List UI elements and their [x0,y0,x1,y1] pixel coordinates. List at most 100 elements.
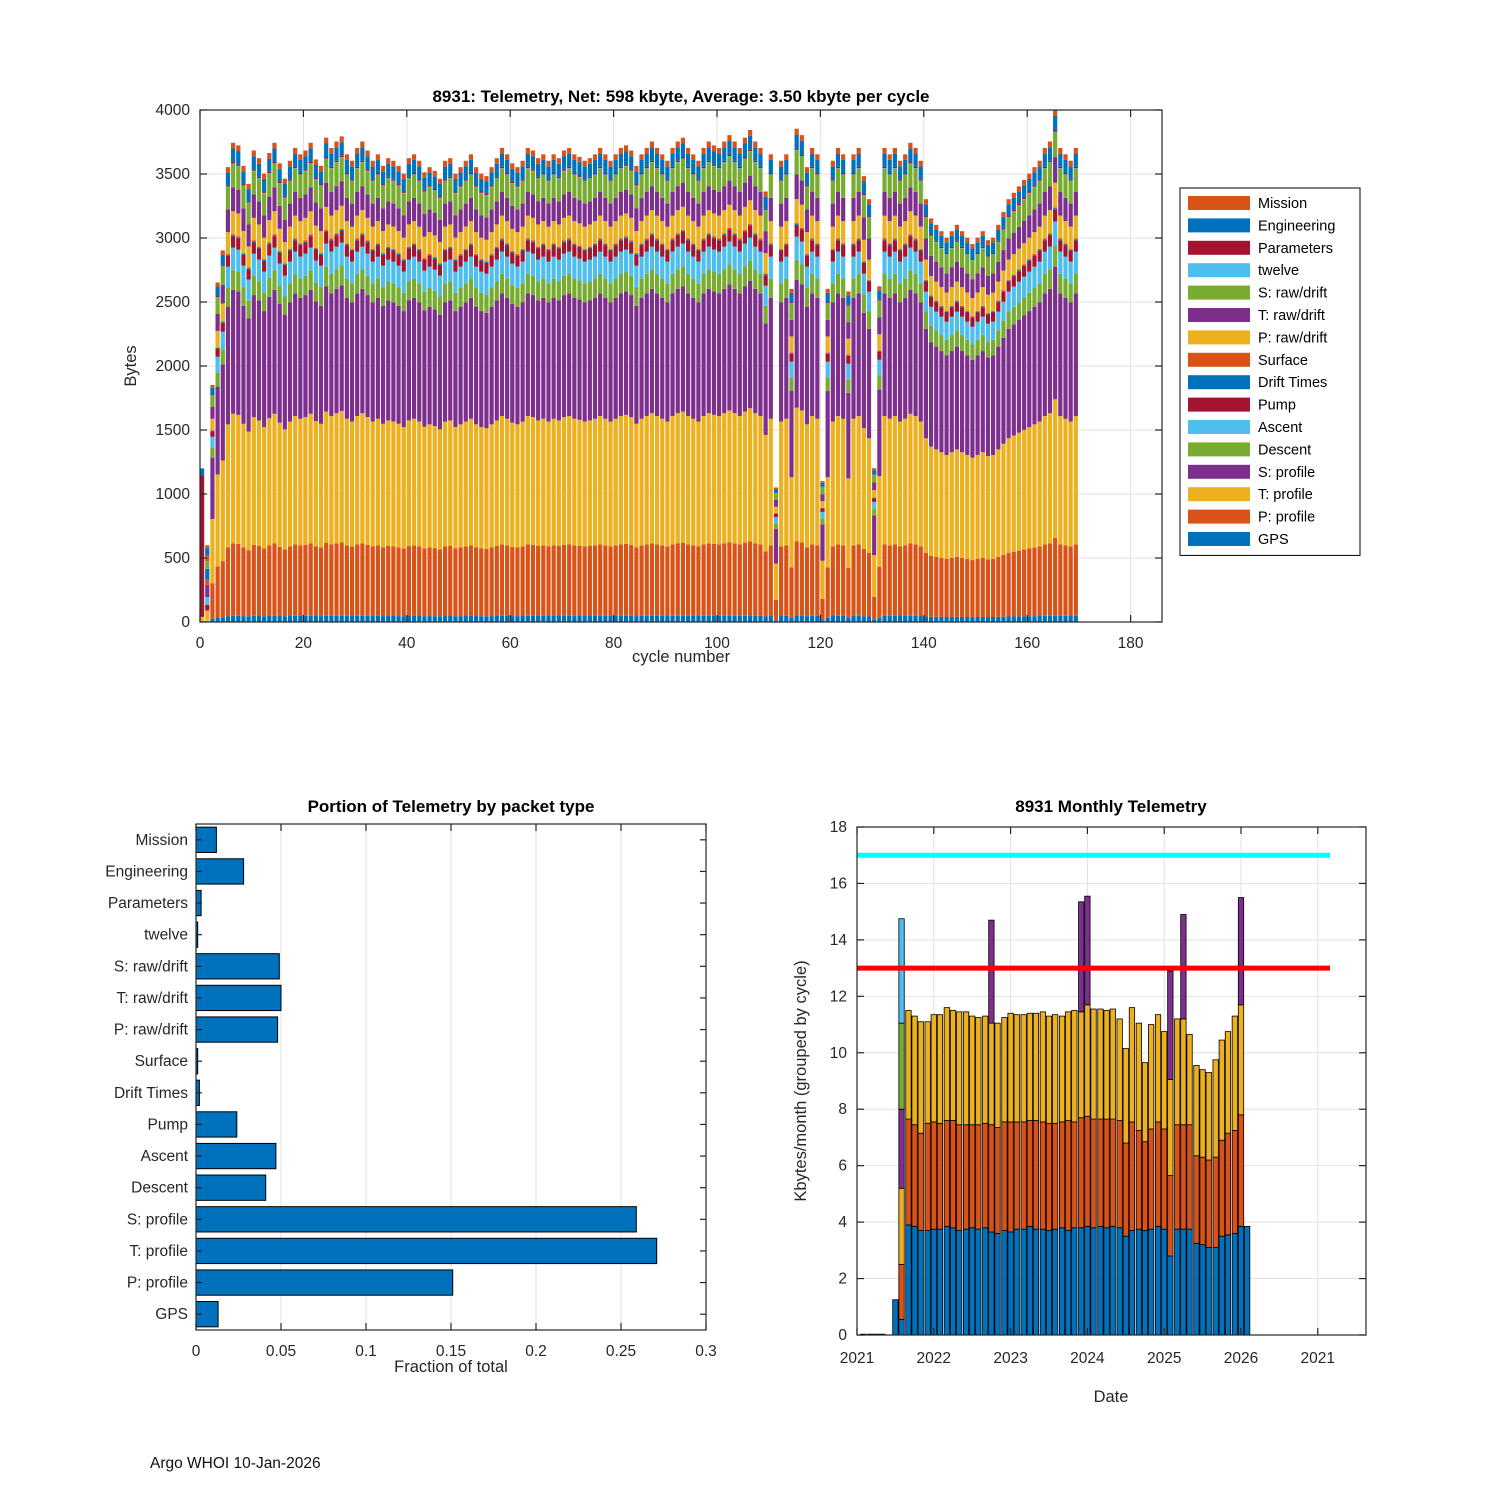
y-tick-label: 3000 [156,230,191,247]
month-bar [988,919,995,1336]
month-bar [1001,1017,1008,1336]
cycle-bar [329,147,334,622]
month-bar [1122,1048,1129,1336]
cycle-bar [505,154,510,622]
legend-label: Engineering [1258,218,1335,234]
legend-label: Mission [1258,196,1307,212]
cycle-bar [499,147,505,622]
cycle-bar [515,167,520,622]
x-tick-label: 0.25 [606,1343,636,1360]
cycle-bar [246,183,251,622]
month-bar [1084,895,1091,1336]
cycle-bar [567,147,572,622]
x-tick-label: 2025 [1147,1350,1181,1367]
cycle-bar [474,167,479,622]
month-bar [905,1010,912,1336]
cycle-bar [722,141,727,622]
cycle-bar [758,147,763,622]
cycle-bar [479,173,484,622]
cycle-bar [866,199,872,622]
cycle-bar [670,147,675,622]
cycle-bar [913,147,918,622]
month-bar [1007,1012,1014,1336]
category-label: Parameters [108,895,188,912]
cycle-bar [396,165,401,622]
month-bar [1180,914,1187,1336]
cycle-bar [737,147,742,622]
month-bar [1148,1024,1155,1336]
cycle-bar [313,159,318,622]
cycle-bar [1037,160,1042,622]
cycle-bar [1068,160,1073,622]
cycle-bar [360,141,365,622]
cycle-bar [267,153,272,622]
cycle-bar [975,237,980,622]
cycle-bar [236,145,241,622]
packet-type-bar [195,1206,637,1233]
month-bars [860,895,1251,1336]
legend-swatch [1188,442,1250,457]
category-label: T: raw/drift [117,990,189,1007]
month-bar [1116,1018,1123,1336]
month-bar [1013,1014,1020,1336]
category-label: P: raw/drift [114,1022,189,1039]
cycle-bar [298,154,303,622]
portion-chart-xlabel: Fraction of total [394,1358,508,1376]
cycle-bar [448,158,453,622]
month-bar [994,1022,1001,1336]
cycle-bar [804,167,810,622]
legend-item: Ascent [1188,420,1302,436]
cycle-bar [556,158,561,622]
legend-swatch [1188,218,1250,233]
cycle-bar [1001,211,1006,622]
portion-chart-title: Portion of Telemetry by packet type [308,797,595,816]
footer-text: Argo WHOI 10-Jan-2026 [150,1455,321,1472]
cycle-bar [401,173,406,622]
packet-type-bars [195,826,658,1328]
cycle-bar [484,176,489,622]
cycle-bar [417,160,422,622]
category-label: T: profile [129,1243,188,1260]
monthly-chart-title: 8931 Monthly Telemetry [1015,797,1207,816]
top-chart-xlabel: cycle number [632,648,731,666]
legend-item: T: profile [1188,487,1313,503]
cycle-bar [598,147,603,622]
cycle-bar [510,163,515,622]
x-tick-label: 160 [1014,635,1040,652]
cycle-bar [494,158,499,622]
x-tick-label: 0.05 [266,1343,296,1360]
month-bar [1097,1008,1104,1336]
cycle-bar [897,160,903,622]
legend-item: GPS [1188,532,1289,548]
cycle-bar [949,231,954,622]
cycle-bar [308,142,313,622]
cycle-bar [551,154,556,622]
cycle-bar [1073,147,1078,622]
y-tick-label: 6 [838,1158,847,1175]
cycle-bar [649,141,654,622]
legend-item: Drift Times [1188,375,1327,391]
y-tick-label: 10 [830,1045,848,1062]
cycle-bar [706,141,711,622]
legend-label: Descent [1258,442,1311,458]
x-tick-label: 2026 [1224,1350,1258,1367]
cycle-bar [334,141,339,622]
cycle-bar [406,158,411,622]
cycle-bar [272,142,277,622]
y-tick-label: 2000 [156,358,191,375]
portion-chart: Mission Engineering Parameters twelve S: raw… [105,797,717,1376]
cycle-bar [639,154,644,622]
y-tick-label: 2500 [156,294,191,311]
cycle-bar [680,137,686,622]
category-label: Pump [148,1116,189,1133]
cycle-bar [841,154,846,622]
cycle-bar [442,160,448,622]
legend-swatch [1188,240,1250,255]
cycle-bar [458,167,463,622]
legend-item: twelve [1188,263,1299,279]
legend-item: S: raw/drift [1188,285,1327,302]
cycle-bar [251,150,256,622]
month-bar [1039,1011,1046,1336]
cycle-bar [453,173,458,622]
